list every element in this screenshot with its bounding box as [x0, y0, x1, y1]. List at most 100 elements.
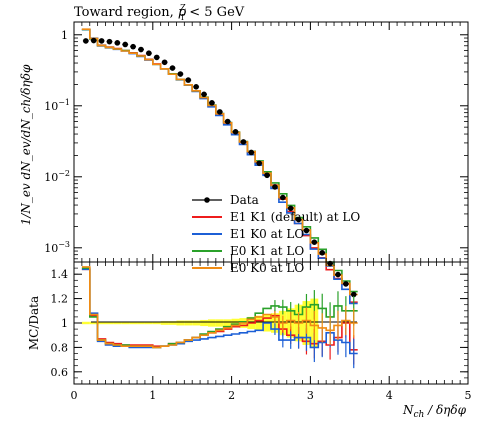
ratio-band-bin: [137, 321, 145, 325]
data-point: [256, 160, 262, 167]
data-point: [185, 77, 192, 83]
data-point: [146, 50, 152, 57]
main-panel: 110−110−210−3: [44, 21, 469, 305]
main-yticks: 110−110−210−3: [44, 29, 468, 260]
chart-title-var: p: [178, 5, 187, 20]
data-point: [114, 40, 121, 46]
data-point: [311, 239, 318, 245]
ratio-band-bin: [271, 313, 279, 333]
data-point: [138, 46, 144, 53]
x-tick-label: 1: [149, 389, 156, 402]
ratio-band-bin: [97, 321, 106, 325]
ratio-ylabel-text: MC/Data: [27, 296, 41, 350]
x-axis-label: Nch / δηδφ: [402, 403, 467, 420]
data-point: [83, 38, 89, 44]
ratio-y-tick-label: 1: [61, 317, 68, 330]
data-point: [153, 54, 160, 61]
data-point: [90, 37, 97, 44]
legend-entry: E0 K1 at LO: [192, 244, 304, 258]
data-point: [350, 291, 357, 298]
data-point: [280, 194, 286, 201]
ratio-band-bin: [121, 321, 130, 325]
main-frame: [73, 21, 469, 263]
legend-entry: E0 K0 at LO: [192, 261, 304, 275]
ratio-band-bin: [215, 319, 224, 327]
ratio-band-bin: [231, 318, 240, 328]
ratio-y-tick-label: 1.4: [51, 268, 69, 281]
legend-label: E1 K1 (default) at LO: [230, 210, 360, 224]
ratio-band-bin: [255, 315, 264, 331]
legend-label: Data: [230, 193, 259, 207]
ratio-band-bin: [207, 319, 216, 327]
ratio-y-tick-label: 0.8: [51, 341, 69, 354]
main-y-tick-exp: −2: [58, 169, 70, 178]
main-data: [82, 37, 357, 298]
data-point: [248, 149, 255, 156]
ratio-band-bin: [81, 321, 90, 325]
legend-entry: E1 K1 (default) at LO: [192, 210, 360, 224]
legend-marker: [204, 197, 210, 203]
main-y-tick-exp: −1: [58, 98, 70, 107]
ratio-y-tick-label: 0.6: [51, 366, 69, 379]
data-point: [169, 65, 176, 71]
data-point: [177, 71, 184, 77]
data-point: [295, 216, 302, 223]
x-tick-label: 4: [386, 389, 393, 402]
x-axis-label-sub: ch: [413, 410, 424, 420]
x-axis-label-n: N: [402, 403, 414, 417]
data-point: [319, 250, 326, 256]
ratio-yticks: 0.6 0.8 1 1.2 1.4: [51, 267, 468, 379]
main-y-tick-base: 10: [44, 171, 58, 184]
main-y-tick-label: 10−2: [44, 169, 70, 184]
data-point: [201, 91, 207, 98]
data-point: [161, 59, 168, 66]
legend-label: E1 K0 at LO: [230, 227, 304, 241]
data-point: [224, 118, 231, 125]
data-point: [287, 205, 294, 212]
legend-label: E0 K0 at LO: [230, 261, 304, 275]
main-ylabel-text: 1/N_ev dN_ev/dN_ch/δηδφ: [19, 64, 33, 225]
main-series-line-3: [81, 28, 358, 296]
x-tick-label: 2: [228, 389, 235, 402]
data-point: [335, 271, 341, 278]
ratio-band-bin: [89, 321, 98, 325]
ratio-y-tick-label: 1.2: [51, 293, 69, 306]
ratio-band-bin: [200, 319, 208, 327]
main-series-line-2: [81, 28, 358, 293]
ratio-band-bin: [152, 321, 161, 325]
main-xticks: [73, 22, 469, 262]
data-point: [122, 41, 129, 48]
main-y-tick-base: 10: [44, 100, 58, 113]
ratio-band-bin: [176, 320, 185, 326]
data-point: [209, 100, 215, 106]
data-point: [264, 172, 270, 179]
data-point: [216, 109, 223, 115]
ratio-xticks: 0 1 2 3 4 5: [71, 262, 472, 402]
chart-title: Toward region, pZ T < 5 GeV: [74, 3, 245, 22]
main-y-tick-exp: −3: [58, 240, 70, 249]
x-tick-label: 3: [307, 389, 314, 402]
x-tick-label: 5: [465, 389, 472, 402]
ratio-series-line-3: [81, 266, 358, 349]
ratio-band-bin: [129, 321, 138, 325]
legend: Data E1 K1 (default) at LO E1 K0 at LO E0 K…: [192, 193, 360, 275]
ratio-band-bin: [113, 321, 122, 325]
ratio-band-bin: [105, 321, 114, 325]
main-y-tick-label: 10−3: [44, 240, 70, 255]
legend-entry: Data: [192, 193, 259, 207]
ratio-band-bin: [184, 320, 193, 326]
ratio-series: [81, 266, 358, 369]
chart-title-sup: Z: [180, 3, 186, 12]
data-point: [272, 184, 278, 190]
data-point: [98, 38, 105, 44]
main-series-line-0: [81, 28, 358, 303]
data-point: [193, 84, 199, 90]
main-y-tick-label: 10−1: [44, 98, 70, 113]
legend-entry: E1 K0 at LO: [192, 227, 304, 241]
data-point: [106, 38, 113, 45]
ratio-band-bin: [144, 321, 153, 325]
x-axis-label-rest: / δηδφ: [424, 403, 466, 417]
ratio-ylabel: MC/Data: [27, 296, 41, 350]
ratio-panel: 0.6 0.8 1 1.2 1.4 0 1 2 3 4 5: [51, 261, 472, 402]
